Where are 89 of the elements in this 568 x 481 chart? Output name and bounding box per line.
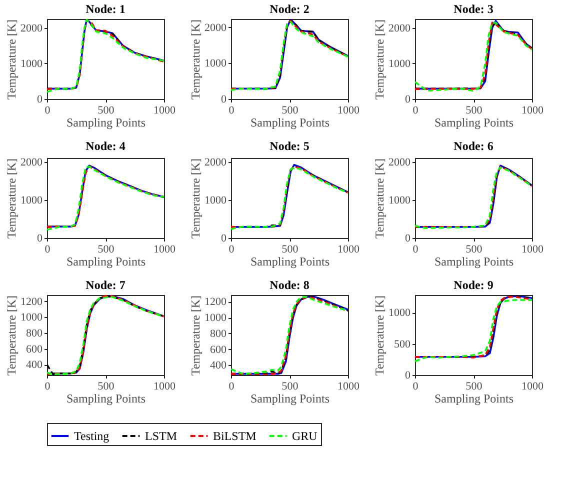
x-axis-title: Sampling Points <box>250 392 330 406</box>
x-tick-label: 1000 <box>522 104 544 116</box>
legend-label: BiLSTM <box>213 429 257 443</box>
legend-label: GRU <box>292 429 318 443</box>
legend-label: LSTM <box>145 429 178 443</box>
chart-title: Node: 6 <box>454 138 494 153</box>
y-tick-label: 400 <box>26 359 43 372</box>
chart-title: Node: 3 <box>454 2 494 16</box>
x-axis-title: Sampling Points <box>434 392 514 406</box>
y-tick-label: 1000 <box>204 58 227 70</box>
x-axis-title: Sampling Points <box>250 116 330 130</box>
chart-title: Node: 5 <box>270 138 310 153</box>
x-tick-label: 1000 <box>154 104 176 116</box>
y-tick-label: 1000 <box>388 194 411 206</box>
y-tick-label: 2000 <box>204 156 227 168</box>
x-tick-label: 500 <box>98 244 115 256</box>
chart-title: Node: 1 <box>86 2 126 16</box>
x-tick-label: 0 <box>44 380 51 392</box>
y-tick-label: 0 <box>405 94 411 106</box>
y-axis-title: Temperature [K] <box>4 295 18 376</box>
y-tick-label: 1200 <box>204 296 227 308</box>
y-axis-title: Temperature [K] <box>188 295 202 376</box>
x-axis-title: Sampling Points <box>66 116 146 130</box>
x-tick-label: 1000 <box>338 244 360 256</box>
x-tick-label: 0 <box>44 104 51 116</box>
y-tick-label: 1000 <box>20 58 43 70</box>
y-axis-title: Temperature [K] <box>372 158 386 239</box>
y-tick-label: 1000 <box>204 312 227 324</box>
y-tick-label: 1000 <box>20 194 43 206</box>
x-tick-label: 500 <box>466 244 483 256</box>
chart-title: Node: 8 <box>270 278 310 292</box>
y-axis-title: Temperature [K] <box>4 158 18 239</box>
y-axis-title: Temperature [K] <box>4 19 18 100</box>
x-axis-title: Sampling Points <box>434 254 514 268</box>
x-tick-label: 500 <box>282 380 299 392</box>
y-tick-label: 1200 <box>20 296 43 308</box>
x-tick-label: 0 <box>228 244 235 256</box>
x-tick-label: 1000 <box>338 380 360 392</box>
y-tick-label: 1000 <box>20 312 43 324</box>
y-axis-title: Temperature [K] <box>372 19 386 100</box>
y-tick-label: 0 <box>221 232 227 244</box>
y-tick-label: 800 <box>26 328 43 340</box>
x-tick-label: 500 <box>282 104 299 116</box>
x-tick-label: 1000 <box>154 380 176 392</box>
y-tick-label: 1000 <box>388 307 411 319</box>
y-tick-label: 600 <box>26 343 43 356</box>
x-tick-label: 0 <box>44 244 51 256</box>
x-tick-label: 500 <box>98 104 115 116</box>
chart-title: Node: 4 <box>86 138 126 153</box>
y-tick-label: 0 <box>37 94 43 106</box>
y-tick-label: 2000 <box>204 22 227 34</box>
x-axis-title: Sampling Points <box>66 392 146 406</box>
x-tick-label: 0 <box>228 104 235 116</box>
x-tick-label: 500 <box>466 380 483 392</box>
y-tick-label: 0 <box>405 370 411 382</box>
y-tick-label: 2000 <box>20 156 43 168</box>
x-axis-title: Sampling Points <box>434 116 514 130</box>
y-axis-title: Temperature [K] <box>372 295 386 376</box>
x-tick-label: 0 <box>412 244 419 256</box>
y-tick-label: 500 <box>394 338 411 350</box>
y-tick-label: 0 <box>37 232 43 244</box>
y-axis-title: Temperature [K] <box>188 19 202 100</box>
x-tick-label: 1000 <box>154 244 176 256</box>
x-tick-label: 1000 <box>522 380 544 392</box>
chart-title: Node: 2 <box>270 2 310 16</box>
x-tick-label: 0 <box>412 104 419 116</box>
chart-title: Node: 9 <box>454 278 494 292</box>
x-tick-label: 500 <box>282 244 299 256</box>
y-tick-label: 0 <box>405 232 411 244</box>
y-tick-label: 1000 <box>204 194 227 206</box>
y-tick-label: 2000 <box>388 22 411 34</box>
y-tick-label: 1000 <box>388 58 411 70</box>
x-tick-label: 500 <box>98 380 115 392</box>
x-tick-label: 500 <box>466 104 483 116</box>
y-tick-label: 600 <box>210 344 227 356</box>
x-tick-label: 0 <box>412 380 419 392</box>
x-tick-label: 1000 <box>522 244 544 256</box>
x-axis-title: Sampling Points <box>66 254 146 268</box>
y-tick-label: 2000 <box>388 156 411 168</box>
y-axis-title: Temperature [K] <box>188 158 202 239</box>
y-tick-label: 400 <box>210 360 227 372</box>
y-tick-label: 2000 <box>20 22 43 34</box>
y-tick-label: 800 <box>210 328 227 340</box>
chart-title: Node: 7 <box>86 278 126 292</box>
x-tick-label: 0 <box>228 380 235 392</box>
y-tick-label: 0 <box>221 94 227 106</box>
x-axis-title: Sampling Points <box>250 254 330 268</box>
legend-label: Testing <box>74 429 110 443</box>
x-tick-label: 1000 <box>338 104 360 116</box>
